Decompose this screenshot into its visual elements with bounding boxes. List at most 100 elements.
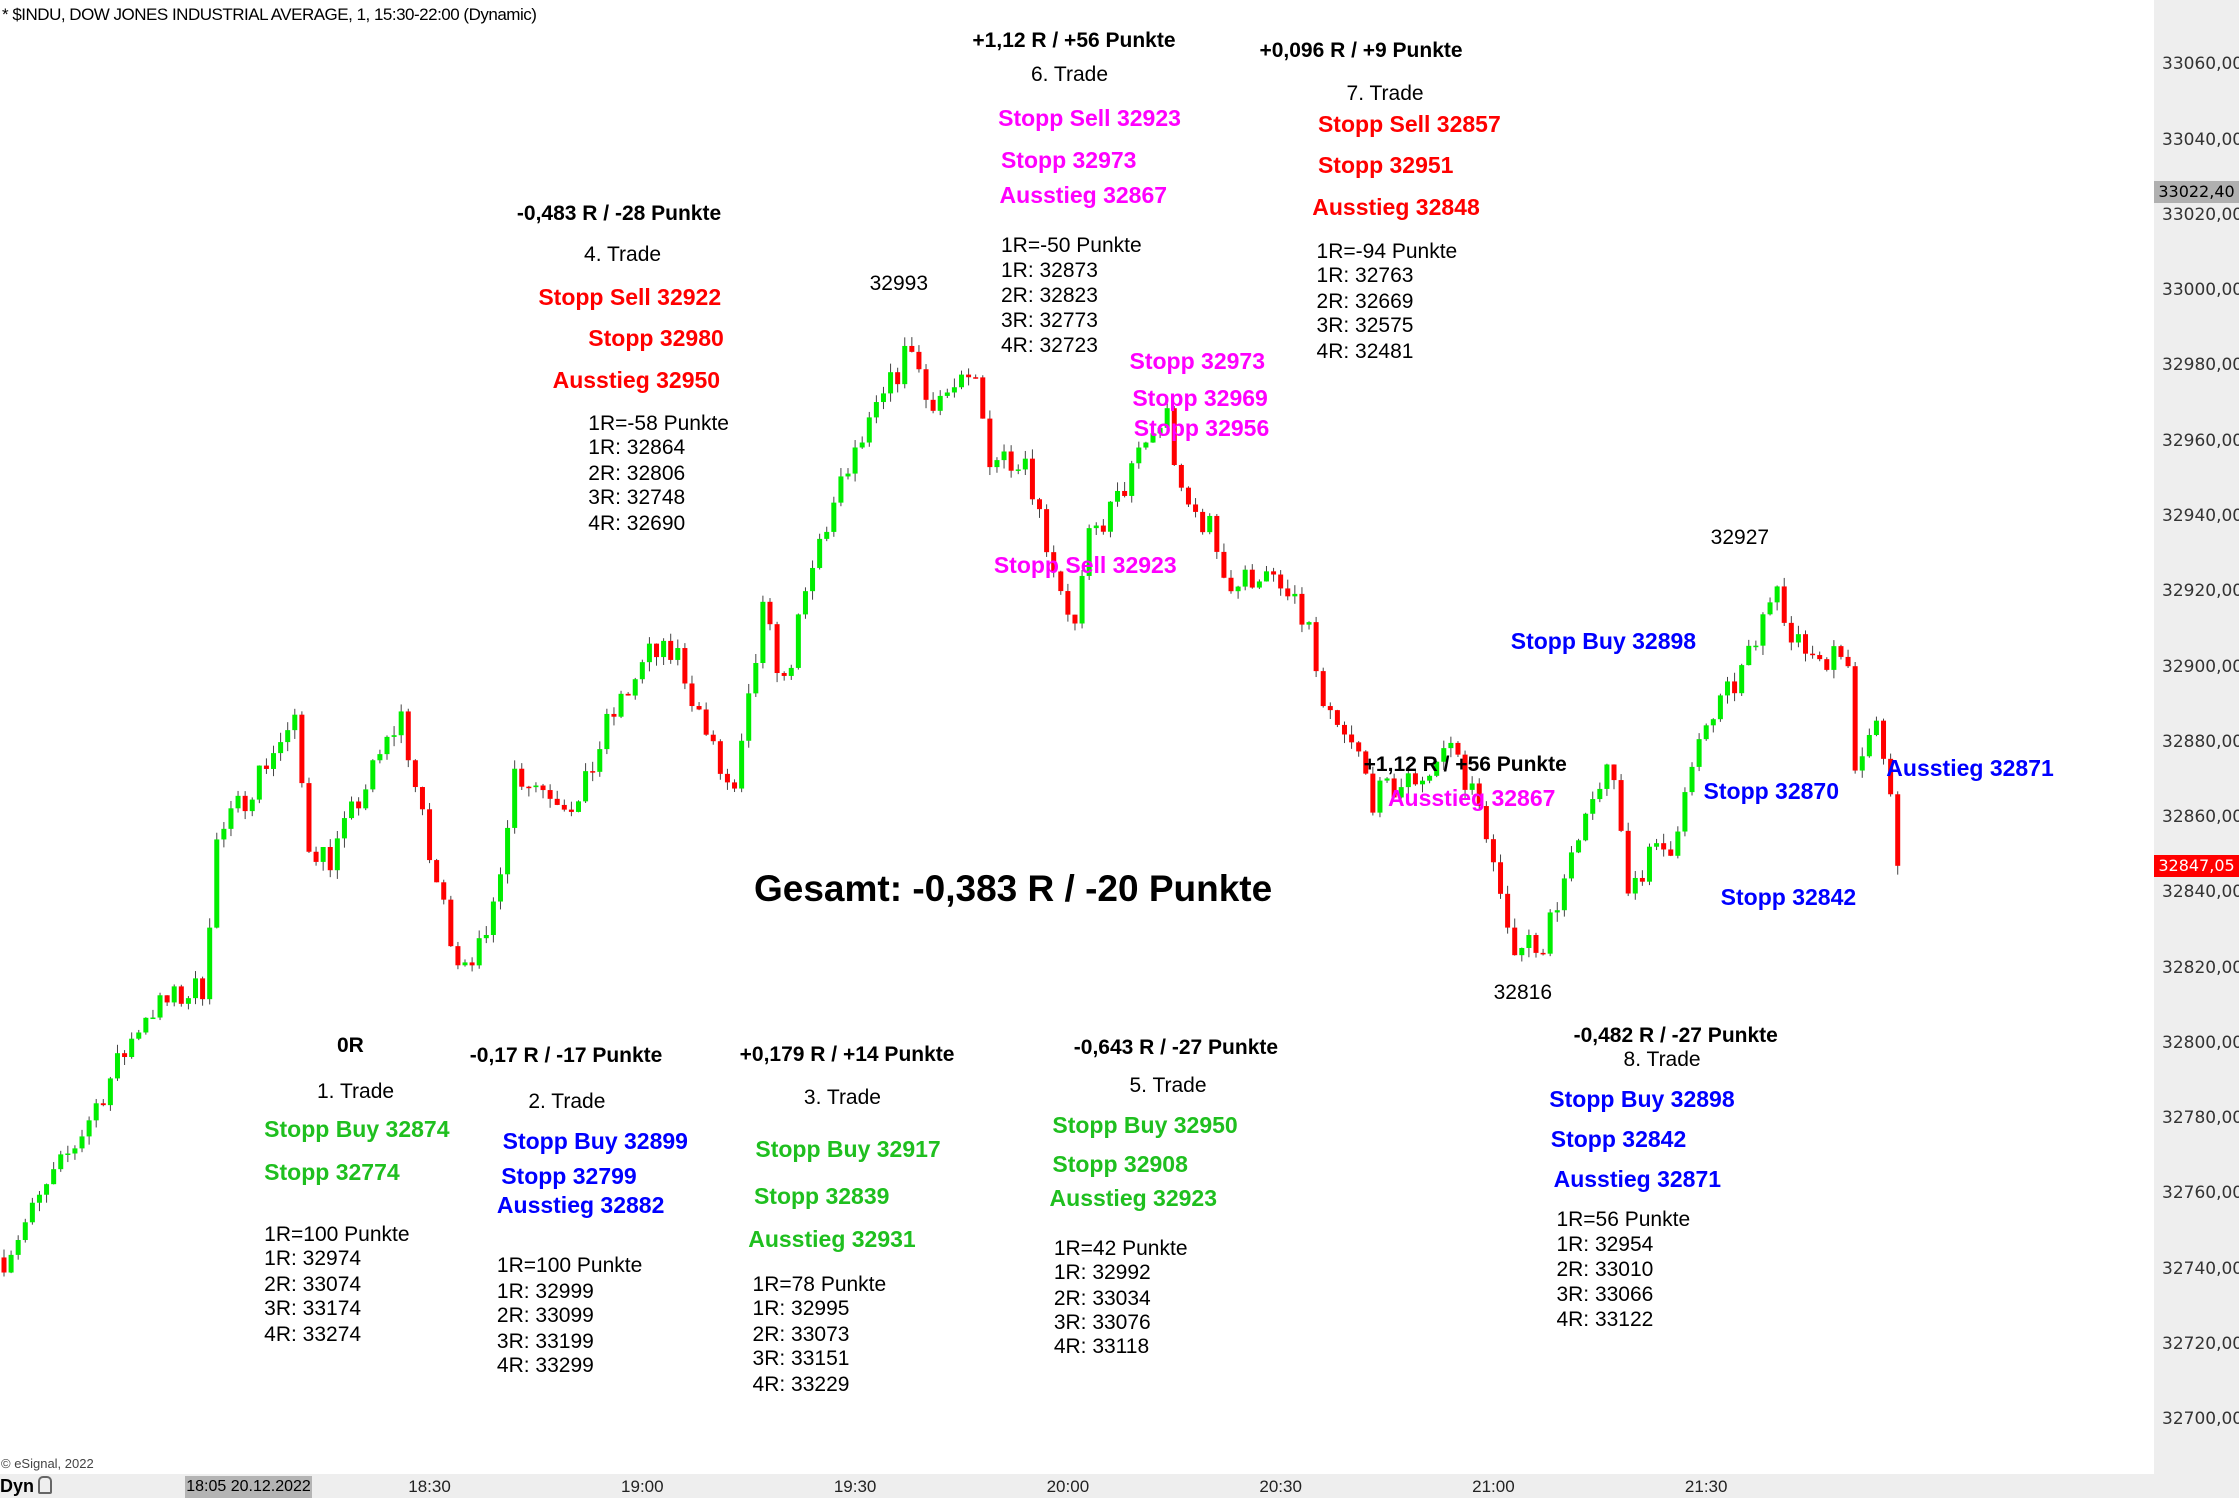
lock-icon[interactable] bbox=[38, 1476, 52, 1494]
y-tick-label: 33040,00 bbox=[2162, 129, 2239, 150]
candle-up bbox=[951, 387, 957, 393]
candle-up bbox=[1136, 447, 1142, 464]
t4-order-label: Stopp Sell 32922 bbox=[538, 283, 722, 310]
candle-down bbox=[1278, 574, 1284, 589]
candle-up bbox=[107, 1078, 113, 1106]
candle-up bbox=[185, 998, 191, 1004]
candle-down bbox=[1200, 511, 1206, 533]
y-tick-label: 33000,00 bbox=[2162, 280, 2239, 301]
t8-text: 1R: 32954 bbox=[1556, 1232, 1654, 1256]
candle-up bbox=[391, 735, 397, 737]
t2-text: 2. Trade bbox=[528, 1089, 606, 1113]
candle-up bbox=[639, 662, 645, 680]
t8-text: 8. Trade bbox=[1623, 1048, 1701, 1072]
candle-up bbox=[1646, 846, 1652, 882]
t8-text: 4R: 33122 bbox=[1556, 1308, 1654, 1332]
candle-down bbox=[909, 345, 915, 352]
candle-up bbox=[1682, 792, 1688, 832]
candle-up bbox=[1724, 681, 1730, 696]
y-tick-label: 32780,00 bbox=[2162, 1108, 2239, 1129]
candlestick-plot[interactable] bbox=[0, 0, 2154, 1474]
candle-down bbox=[710, 734, 716, 742]
candle-down bbox=[1810, 653, 1816, 656]
onchart-text: 32927 bbox=[1710, 525, 1770, 549]
y-tick-label: 32960,00 bbox=[2162, 430, 2239, 451]
x-tick-label: 20:30 bbox=[1259, 1477, 1302, 1496]
candle-up bbox=[150, 1017, 156, 1020]
t1-result: 0R bbox=[336, 1034, 364, 1058]
candle-up bbox=[1873, 720, 1879, 735]
time-axis[interactable]: 18:30 19:00 19:30 20:00 20:30 21:00 21:30 bbox=[0, 1474, 2239, 1498]
candle-up bbox=[1866, 734, 1872, 757]
candle-up bbox=[58, 1154, 64, 1170]
t3-order-label: Ausstieg 32931 bbox=[748, 1226, 916, 1253]
candle-down bbox=[306, 783, 312, 852]
candle-down bbox=[611, 713, 617, 717]
candle-down bbox=[540, 785, 546, 791]
candle-down bbox=[1370, 773, 1376, 813]
candle-up bbox=[873, 402, 879, 418]
t3-text: 4R: 33229 bbox=[752, 1372, 850, 1396]
price-axis[interactable]: 33060,00 33040,00 33020,00 33000,00 32980,00… bbox=[2154, 0, 2239, 1474]
candle-down bbox=[1, 1257, 7, 1273]
candle-up bbox=[1547, 912, 1553, 954]
y-tick-label: 33060,00 bbox=[2162, 54, 2239, 75]
t6-order-label: Stopp Sell 32923 bbox=[998, 105, 1181, 132]
candle-up bbox=[377, 754, 383, 761]
candle-up bbox=[1675, 831, 1681, 856]
t4-text: 1R=-58 Punkte bbox=[588, 411, 729, 435]
y-tick-label: 32980,00 bbox=[2162, 355, 2239, 376]
candle-up bbox=[632, 679, 638, 696]
candle-up bbox=[398, 711, 404, 736]
cursor-time-label: 18:05 20.12.2022 bbox=[185, 1476, 312, 1498]
candle-up bbox=[363, 789, 369, 809]
onchart-order-label: Stopp 32973 bbox=[1129, 348, 1265, 375]
t1-text: 3R: 33174 bbox=[264, 1296, 362, 1320]
candle-up bbox=[739, 740, 745, 789]
candle-up bbox=[1079, 575, 1085, 624]
candle-up bbox=[1377, 780, 1383, 813]
t5-order-label: Ausstieg 32923 bbox=[1049, 1184, 1218, 1211]
t6-text: 1R: 32873 bbox=[1000, 258, 1098, 282]
candle-down bbox=[526, 786, 532, 789]
candle-down bbox=[625, 693, 631, 696]
t5-text: 4R: 33118 bbox=[1053, 1335, 1150, 1359]
t4-order-label: Stopp 32980 bbox=[588, 325, 724, 352]
candle-up bbox=[746, 693, 752, 741]
y-tick-label: 32840,00 bbox=[2162, 882, 2239, 903]
candle-up bbox=[1015, 469, 1021, 471]
candle-down bbox=[1029, 458, 1035, 500]
candle-up bbox=[1703, 725, 1709, 740]
x-tick-label: 18:30 bbox=[408, 1477, 451, 1496]
candle-down bbox=[1185, 487, 1191, 505]
candle-up bbox=[214, 839, 220, 928]
y-tick-label: 32860,00 bbox=[2162, 807, 2239, 828]
candle-down bbox=[1051, 552, 1057, 572]
candle-up bbox=[661, 640, 667, 658]
candle-up bbox=[1767, 602, 1773, 615]
t6-text: 1R=-50 Punkte bbox=[1000, 234, 1142, 258]
candle-down bbox=[668, 640, 674, 660]
candle-up bbox=[235, 795, 241, 809]
candle-down bbox=[242, 795, 248, 812]
candle-up bbox=[86, 1120, 92, 1137]
candle-up bbox=[8, 1254, 14, 1273]
candle-down bbox=[405, 711, 411, 761]
total-result: Gesamt: -0,383 R / -20 Punkte bbox=[754, 868, 1273, 909]
candle-down bbox=[703, 709, 709, 735]
candle-down bbox=[980, 377, 986, 419]
candle-up bbox=[852, 447, 858, 474]
candle-up bbox=[320, 847, 326, 862]
y-tick-label: 32880,00 bbox=[2162, 731, 2239, 752]
candle-up bbox=[1760, 614, 1766, 646]
candle-down bbox=[1668, 849, 1674, 856]
candle-up bbox=[1306, 622, 1312, 625]
y-tick-label: 32920,00 bbox=[2162, 581, 2239, 602]
candle-down bbox=[732, 782, 738, 789]
candle-up bbox=[497, 874, 503, 902]
onchart-order-label: Ausstieg 32871 bbox=[1886, 755, 2054, 781]
dynamic-mode-label[interactable]: Dyn bbox=[0, 1476, 35, 1496]
candle-up bbox=[1235, 586, 1241, 592]
candle-up bbox=[1001, 451, 1007, 461]
candle-up bbox=[1129, 463, 1135, 496]
